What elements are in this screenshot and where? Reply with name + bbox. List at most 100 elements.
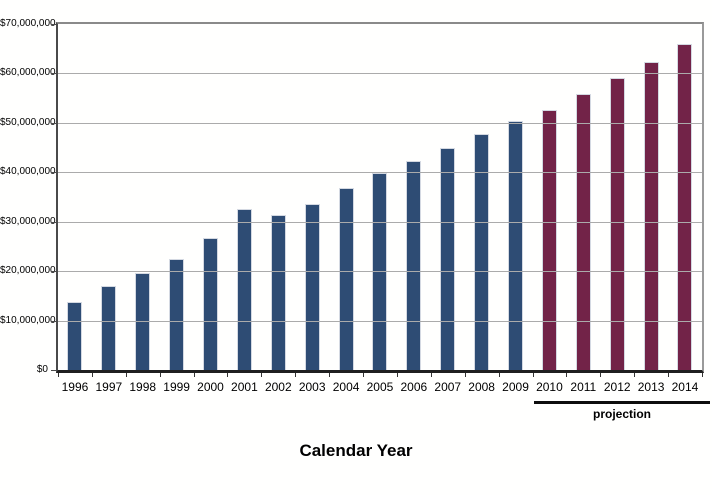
projection-underline [534, 401, 710, 404]
y-tick-label-$30,000,000: $30,000,000 [0, 215, 56, 227]
x-tick-label-2006: 2006 [400, 380, 428, 394]
x-tick-label-1997: 1997 [95, 380, 123, 394]
bar-2011 [575, 93, 591, 370]
gridline-$20,000,000 [58, 271, 702, 273]
bar-slot-2012 [600, 24, 634, 370]
x-tick-label-1998: 1998 [129, 380, 157, 394]
x-tick-label-2008: 2008 [468, 380, 495, 394]
bar-slot-2000 [194, 24, 228, 370]
bar-2006 [406, 161, 422, 370]
bar-2002 [270, 214, 286, 370]
bar-1996 [67, 301, 83, 370]
bar-2007 [440, 148, 456, 370]
y-tick-label-$50,000,000: $50,000,000 [0, 116, 56, 128]
x-axis-title: Calendar Year [299, 441, 413, 460]
bar-slot-1996 [58, 24, 92, 370]
bar-slot-1999 [160, 24, 194, 370]
bar-slot-2001 [227, 24, 261, 370]
gridline-$40,000,000 [58, 172, 702, 174]
x-tick-label-2011: 2011 [570, 380, 597, 394]
bar-slot-2013 [634, 24, 668, 370]
x-tick-7 [295, 373, 297, 377]
gridline-$50,000,000 [58, 122, 702, 124]
x-tick-label-1996: 1996 [61, 380, 89, 394]
y-tick-label-$40,000,000: $40,000,000 [0, 166, 56, 178]
y-tick-label-$70,000,000: $70,000,000 [0, 18, 56, 29]
x-tick-5 [227, 373, 229, 377]
y-tick-$20,000,000 [51, 271, 56, 273]
x-tick-16 [600, 373, 602, 377]
bar-slot-2014 [668, 24, 702, 370]
x-tick-label-2007: 2007 [434, 380, 462, 394]
gridline-$10,000,000 [58, 320, 702, 322]
x-tick-15 [566, 373, 568, 377]
x-axis-labels: 1996 1997 1998 1999 2000 2001 2002 2003 2004 2005… [58, 380, 702, 394]
bar-2004 [338, 187, 354, 370]
x-tick-2 [125, 373, 127, 377]
bar-2010 [541, 109, 557, 370]
y-tick-label-$60,000,000: $60,000,000 [0, 67, 56, 79]
projection-label: projection [592, 407, 651, 421]
x-tick-14 [532, 373, 534, 377]
x-tick-9 [363, 373, 365, 377]
x-tick-4 [193, 373, 195, 377]
x-tick-label-2012: 2012 [603, 380, 631, 394]
bar-2009 [508, 121, 524, 370]
bar-slot-2011 [566, 24, 600, 370]
bar-1999 [169, 258, 185, 370]
x-tick-label-2003: 2003 [298, 380, 326, 394]
bar-2003 [304, 203, 320, 370]
x-tick-label-2014: 2014 [671, 380, 699, 394]
x-tick-18 [668, 373, 670, 377]
bar-slot-2009 [499, 24, 533, 370]
x-tick-0 [58, 373, 59, 377]
x-tick-12 [464, 373, 466, 377]
x-tick-19 [702, 373, 703, 377]
bar-2013 [643, 61, 659, 370]
y-tick-$50,000,000 [51, 122, 56, 124]
x-axis-ticks [58, 373, 703, 377]
bar-slot-1997 [92, 24, 126, 370]
bar-slot-2004 [329, 24, 363, 370]
bar-slot-2003 [295, 24, 329, 370]
gridline-$30,000,000 [58, 221, 702, 223]
bar-slot-1998 [126, 24, 160, 370]
bar-2001 [236, 209, 252, 370]
bar-2008 [474, 134, 490, 370]
x-tick-label-2000: 2000 [197, 380, 224, 394]
y-tick-label-$20,000,000: $20,000,000 [0, 265, 56, 277]
x-tick-13 [498, 373, 500, 377]
x-tick-label-2005: 2005 [366, 380, 394, 394]
x-tick-label-2002: 2002 [264, 380, 292, 394]
x-tick-10 [396, 373, 398, 377]
bar-slot-2002 [261, 24, 295, 370]
x-tick-1 [91, 373, 93, 377]
x-tick-label-2013: 2013 [637, 380, 665, 394]
bar-slot-2006 [397, 24, 431, 370]
x-tick-label-2010: 2010 [536, 380, 563, 394]
bar-1998 [135, 273, 151, 370]
y-tick-$30,000,000 [51, 221, 56, 223]
bar-2014 [677, 43, 693, 370]
bar-slot-2005 [363, 24, 397, 370]
y-axis-ticks [51, 24, 56, 371]
bar-2012 [609, 78, 625, 370]
y-tick-$70,000,000 [51, 24, 56, 25]
y-tick-$0 [51, 370, 56, 371]
x-tick-label-2004: 2004 [332, 380, 360, 394]
y-axis-labels: $70,000,000 $60,000,000 $50,000,000 $40,000… [0, 18, 56, 375]
x-tick-17 [634, 373, 636, 377]
y-tick-label-$0: $0 [36, 364, 48, 375]
y-tick-label-$10,000,000: $10,000,000 [0, 314, 56, 326]
y-tick-$10,000,000 [51, 320, 56, 322]
x-tick-label-2009: 2009 [502, 380, 529, 394]
bar-slot-2007 [431, 24, 465, 370]
bar-2000 [203, 238, 218, 370]
x-tick-6 [261, 373, 263, 377]
bars-container [58, 24, 702, 370]
x-tick-11 [430, 373, 432, 377]
x-tick-8 [329, 373, 331, 377]
bar-slot-2010 [532, 24, 566, 370]
x-tick-label-1999: 1999 [163, 380, 190, 394]
